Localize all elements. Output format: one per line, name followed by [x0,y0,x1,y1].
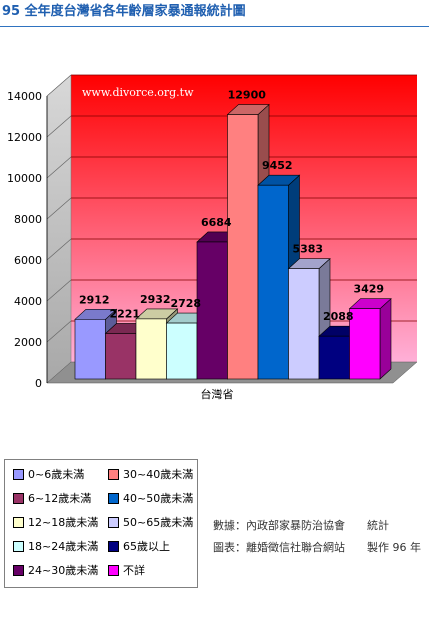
legend-label: 24~30歲未滿 [28,564,99,577]
legend-item: 12~18歲未滿 [13,514,98,530]
credit-data-source: 數據：內政部家暴防治協會 統計 [213,519,389,532]
data-label: 2088 [323,310,354,323]
legend-swatch [108,492,119,504]
watermark: www.divorce.org.tw [82,86,194,99]
data-label: 2932 [140,293,171,306]
bar-front [227,114,259,380]
side-wall [46,74,72,384]
legend-label: 6~12歲未滿 [28,492,92,505]
y-tick-label: 14000 [7,90,42,103]
legend-swatch [13,564,24,576]
chart-plot: 0 2000 4000 6000 8000 10000 12000 14000 2912222… [7,74,418,401]
legend-swatch [108,516,119,528]
y-tick-label: 10000 [7,172,42,185]
legend-label: 50~65歲未滿 [123,516,194,529]
bar [348,298,392,380]
bar-front [135,318,167,380]
y-tick-label: 2000 [14,336,42,349]
legend-swatch [108,468,119,480]
data-label: 2221 [109,307,140,320]
bar-front [166,322,198,380]
y-tick-label: 4000 [14,295,42,308]
y-tick-label: 6000 [14,254,42,267]
legend-swatch [108,540,119,552]
y-tick-label: 12000 [7,131,42,144]
gridline-side [46,115,72,138]
legend: 0~6歲未滿 6~12歲未滿 12~18歲未滿 18~24歲未滿 24~30歲未滿 30~… [4,459,198,588]
legend-swatch [13,468,24,480]
y-tick-label: 0 [35,377,42,390]
gridline-side [46,197,72,220]
gridline-side [46,156,72,179]
gridline-side [46,238,72,261]
data-label: 5383 [292,243,323,256]
title-rule [0,26,429,27]
legend-item: 6~12歲未滿 [13,490,91,506]
legend-item: 18~24歲未滿 [13,538,98,554]
bar-front [105,333,137,380]
legend-label: 18~24歲未滿 [28,540,99,553]
gridline-side [46,320,72,343]
legend-label: 65歲以上 [123,540,170,553]
bar-front [318,335,350,380]
data-label: 2728 [170,297,201,310]
bar [135,308,179,380]
legend-label: 12~18歲未滿 [28,516,99,529]
legend-item: 不詳 [108,562,145,578]
data-label: 6684 [201,216,232,229]
bar-side [379,298,392,380]
data-label: 12900 [228,89,267,102]
data-label: 9452 [262,159,293,172]
legend-label: 0~6歲未滿 [28,468,85,481]
legend-item: 40~50歲未滿 [108,490,193,506]
gridline-side [46,279,72,302]
chart-title: 95 全年度台灣省各年齡層家暴通報統計圖 [2,4,246,19]
legend-item: 24~30歲未滿 [13,562,98,578]
data-label: 2912 [79,293,110,306]
legend-item: 65歲以上 [108,538,170,554]
legend-label: 40~50歲未滿 [123,492,194,505]
legend-label: 不詳 [123,564,145,577]
x-category-label: 台灣省 [201,387,234,401]
credit-chart-maker: 圖表：離婚徵信社聯合網站 製作 96 年 [213,541,421,554]
legend-swatch [13,492,24,504]
legend-item: 0~6歲未滿 [13,466,84,482]
legend-swatch [108,564,119,576]
legend-item: 30~40歲未滿 [108,466,193,482]
legend-swatch [13,540,24,552]
gridline-side [46,74,72,97]
bar-front [74,319,106,380]
bar-front [349,308,381,380]
legend-item: 50~65歲未滿 [108,514,193,530]
data-label: 3429 [353,283,384,296]
legend-label: 30~40歲未滿 [123,468,194,481]
legend-swatch [13,516,24,528]
bar-front [288,268,320,380]
y-tick-label: 8000 [14,213,42,226]
bar-front [257,184,289,380]
bar-front [196,241,228,380]
